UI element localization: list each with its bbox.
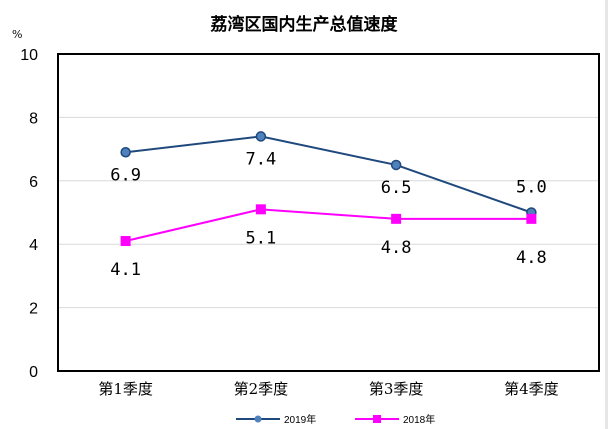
y-tick-label: 6 — [29, 174, 38, 191]
plot-area-border — [57, 53, 600, 372]
data-label: 4.1 — [110, 260, 141, 280]
x-tick-label: 第4季度 — [504, 380, 559, 398]
series-line-2019年 — [125, 135, 532, 214]
data-point — [120, 236, 131, 247]
data-point — [390, 159, 402, 171]
legend-marker — [254, 415, 262, 423]
y-tick-label: 8 — [29, 110, 38, 127]
data-label: 5.1 — [246, 228, 277, 248]
data-label: 6.5 — [381, 178, 412, 198]
y-tick-label: 4 — [29, 237, 38, 254]
x-tick-label: 第3季度 — [369, 380, 424, 398]
data-point — [255, 204, 266, 215]
legend-marker — [373, 415, 381, 423]
scrollbar-edge — [605, 0, 608, 429]
data-label: 7.4 — [246, 149, 277, 169]
y-tick-label: 2 — [29, 301, 38, 318]
y-tick-label: 10 — [20, 47, 38, 64]
legend-label: 2019年 — [284, 413, 316, 426]
x-tick-label: 第1季度 — [98, 380, 153, 398]
data-label: 4.8 — [516, 248, 547, 268]
data-label: 6.9 — [110, 165, 141, 185]
y-axis-unit: % — [12, 28, 22, 41]
data-label: 4.8 — [381, 238, 412, 258]
data-point — [391, 213, 402, 224]
series-line-2018年 — [125, 208, 532, 243]
chart-title: 荔湾区国内生产总值速度 — [210, 14, 399, 35]
data-label: 5.0 — [516, 178, 547, 198]
legend-label: 2018年 — [403, 413, 435, 426]
data-point — [255, 131, 267, 142]
data-point — [526, 213, 537, 224]
x-tick-label: 第2季度 — [234, 380, 289, 398]
y-tick-label: 0 — [29, 364, 38, 381]
data-point — [120, 147, 131, 158]
